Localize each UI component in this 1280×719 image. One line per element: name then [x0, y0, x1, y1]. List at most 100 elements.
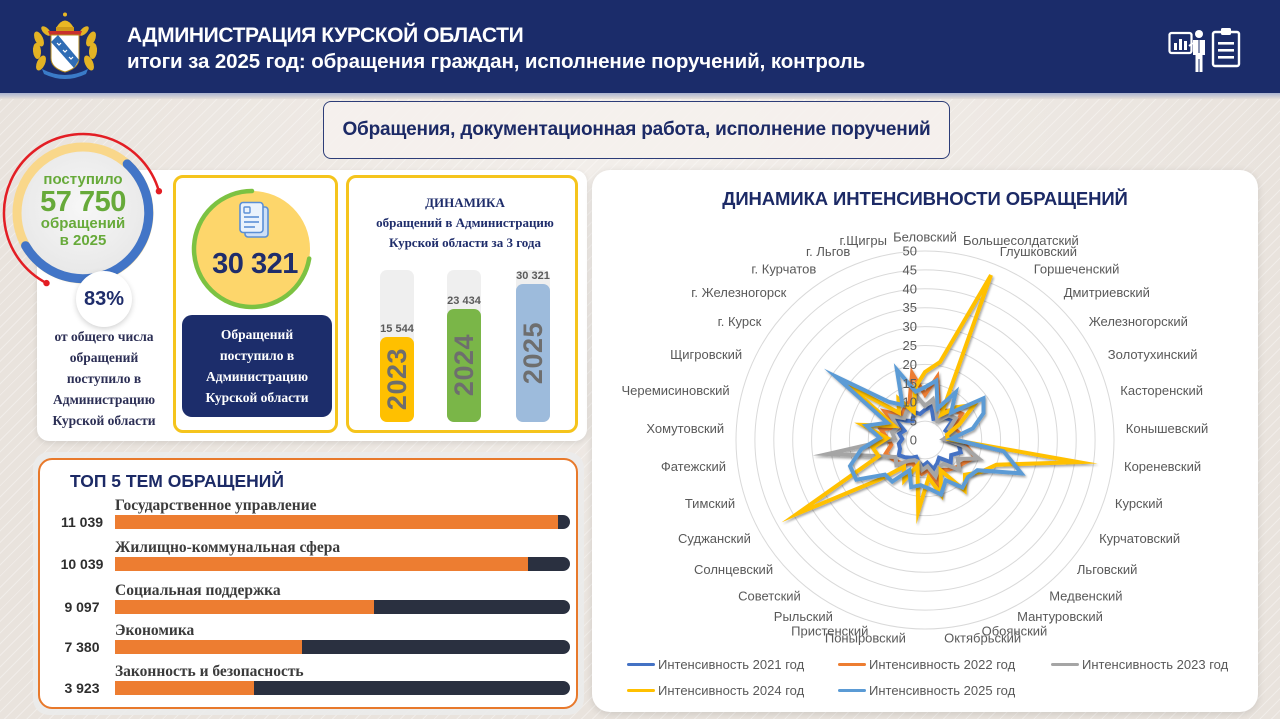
coat-of-arms-icon [30, 11, 100, 81]
topic-bar [115, 681, 570, 695]
presentation-icon [1168, 27, 1208, 73]
radar-gridline [792, 307, 1058, 573]
radar-category-label: Большесолдатский [963, 233, 1079, 248]
radar-category-label: Курчатовский [1099, 531, 1180, 546]
chart-title-line: Курской области за 3 года [388, 235, 542, 250]
admin-appeals-value: 30 321 [212, 248, 298, 280]
topic-bar-fill [115, 557, 529, 571]
radar-gridline [754, 269, 1096, 611]
clipboard-icon [1211, 26, 1241, 68]
radar-tick-label: 20 [903, 357, 917, 372]
radar-category-label: Глушковский [1000, 244, 1077, 259]
topic-label: Жилищно-коммунальная сфера [115, 539, 341, 556]
percent-value: 83% [83, 287, 125, 310]
chart-title-line: обращений в Администрацию [376, 215, 554, 230]
top-topics-title: ТОП 5 ТЕМ ОБРАЩЕНИЙ [70, 471, 284, 491]
year-bar-fill: 2023 [380, 336, 414, 422]
year-bar-fill: 2024 [447, 308, 481, 422]
document-icon [238, 201, 270, 239]
year-bar-value: 23 434 [447, 294, 481, 307]
radar-tick-label: 10 [903, 395, 917, 410]
radar-category-label: Беловский [893, 229, 957, 244]
radar-category-label: Касторенский [1120, 383, 1203, 398]
legend-swatch [627, 688, 655, 693]
legend-label: Интенсивность 2025 год [869, 683, 1016, 698]
legend-label: Интенсивность 2021 год [658, 657, 805, 672]
radar-tick-label: 45 [903, 262, 917, 277]
topic-bar-fill [115, 515, 559, 529]
radar-category-label: Льговский [1077, 562, 1137, 577]
header-divider [0, 93, 1280, 99]
topic-bar-fill [115, 681, 254, 695]
legend-swatch [838, 662, 866, 667]
chart-title-line: ДИНАМИКА [425, 195, 505, 210]
radar-category-label: Суджанский [678, 531, 751, 546]
topic-value: 3 923 [64, 680, 100, 696]
radar-gridline [773, 288, 1077, 592]
topic-value: 10 039 [60, 556, 104, 572]
topic-bar [115, 515, 570, 529]
year-bar-label: 2023 [381, 348, 412, 411]
legend-label: Интенсивность 2022 год [869, 657, 1016, 672]
topic-bar-fill [115, 600, 374, 614]
radar-tick-label: 5 [910, 414, 917, 429]
radar-series-line [824, 363, 1026, 498]
legend-item-2021: Интенсивность 2021 год [627, 657, 804, 672]
description-line: Курской области [52, 413, 156, 428]
year-bar-2024: 23 434 2024 [447, 270, 481, 422]
radar-category-label: Советский [738, 588, 801, 603]
header-subtitle: итоги за 2025 год: обращения граждан, ис… [127, 50, 866, 73]
year-bar-label: 2024 [448, 334, 479, 397]
legend-swatch [627, 662, 655, 667]
radar-category-label: Золотухинский [1108, 347, 1198, 362]
topic-bar [115, 640, 570, 654]
year-bar-value: 15 544 [380, 322, 414, 335]
radar-tick-label: 15 [903, 376, 917, 391]
radar-category-label: Медвенский [1049, 588, 1122, 603]
radar-category-label: Мантуровский [1017, 609, 1103, 624]
radar-category-label: г.Щигры [839, 233, 887, 248]
radar-tick-label: 30 [903, 319, 917, 334]
topic-label: Социальная поддержка [115, 582, 281, 599]
radar-category-label: г. Железногорск [691, 285, 786, 300]
radar-category-label: г. Курчатов [751, 261, 816, 276]
legend-swatch [838, 688, 866, 693]
radar-category-label: Конышевский [1126, 421, 1208, 436]
radar-gridline [867, 382, 983, 498]
year-bar-value: 30 321 [516, 270, 550, 282]
description-line: Курской области [205, 390, 309, 405]
section-title: Обращения, документационная работа, испо… [342, 119, 931, 140]
description-line: обращений [69, 350, 139, 365]
radar-category-label: Поныровский [825, 631, 906, 646]
legend-swatch [1051, 662, 1079, 667]
header: АДМИНИСТРАЦИЯ КУРСКОЙ ОБЛАСТИ итоги за 2… [0, 0, 1280, 93]
topic-label: Экономика [115, 622, 195, 639]
topic-label: Законность и безопасность [115, 663, 304, 680]
legend-label: Интенсивность 2024 год [658, 683, 805, 698]
radar-tick-label: 25 [903, 338, 917, 353]
radar-category-label: Курский [1115, 496, 1163, 511]
year-bar-2023: 15 544 2023 [380, 270, 414, 422]
radar-category-label: Черемисиновский [621, 383, 729, 398]
total-label-top: поступило [43, 171, 123, 188]
yearly-dynamics-title: ДИНАМИКА обращений в Администрацию Курск… [346, 193, 584, 253]
radar-category-label: Дмитриевский [1064, 285, 1150, 300]
radar-category-label: Тимский [685, 496, 735, 511]
topic-value: 11 039 [60, 514, 104, 530]
legend-label: Интенсивность 2023 год [1082, 657, 1229, 672]
year-bar-fill: 2025 [516, 284, 550, 422]
percent-badge: 83% [76, 271, 132, 327]
header-title: АДМИНИСТРАЦИЯ КУРСКОЙ ОБЛАСТИ [127, 24, 524, 47]
radar-gridline [848, 363, 1002, 517]
admin-appeals-ring [191, 188, 312, 310]
radar-series-line [812, 391, 985, 481]
total-appeals-value: 57 750 [40, 186, 126, 218]
radar-tick-label: 0 [910, 433, 917, 448]
radar-gridline [735, 250, 1115, 630]
topic-value: 9 097 [64, 599, 100, 615]
radar-gridline [830, 345, 1020, 535]
legend-item-2025: Интенсивность 2025 год [838, 683, 1015, 698]
year-bar-2025: 30 321 2025 [516, 270, 550, 422]
total-label-year: в 2025 [59, 232, 107, 249]
